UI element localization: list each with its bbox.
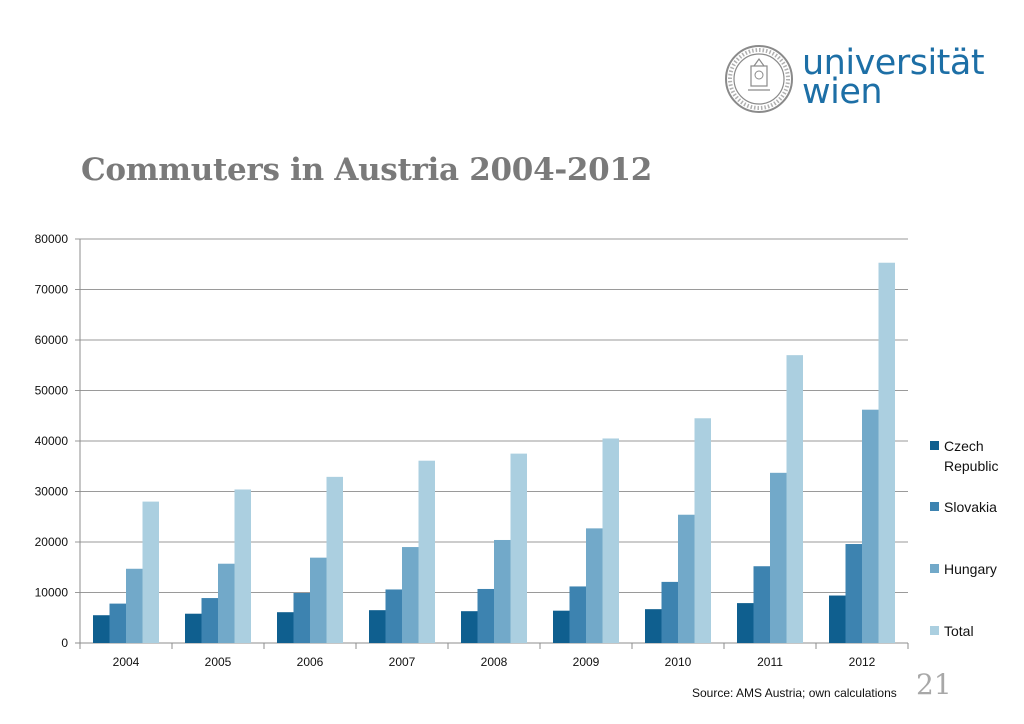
bar-slovakia-2008 xyxy=(477,588,494,643)
bar-czech-republic-2005 xyxy=(185,613,202,643)
page-number: 21 xyxy=(916,668,952,701)
bar-slovakia-2005 xyxy=(201,598,218,643)
x-tick-label: 2005 xyxy=(205,655,232,669)
bar-czech-republic-2009 xyxy=(553,610,570,643)
legend-label: Hungary xyxy=(944,561,997,577)
x-tick-label: 2008 xyxy=(481,655,508,669)
bar-slovakia-2007 xyxy=(385,589,402,643)
bar-total-2009 xyxy=(602,438,619,643)
bar-czech-republic-2007 xyxy=(369,610,386,643)
bar-total-2008 xyxy=(510,453,527,643)
x-tick-label: 2007 xyxy=(389,655,416,669)
bar-slovakia-2009 xyxy=(569,586,586,643)
legend-swatch xyxy=(930,626,939,635)
y-tick-label: 50000 xyxy=(35,384,69,398)
bar-total-2012 xyxy=(878,262,895,643)
bar-total-2007 xyxy=(418,460,435,643)
bar-hungary-2004 xyxy=(126,568,143,643)
y-tick-label: 40000 xyxy=(35,434,69,448)
bar-hungary-2006 xyxy=(310,557,327,643)
legend-label: Total xyxy=(944,623,974,639)
bar-slovakia-2006 xyxy=(293,593,310,643)
university-seal-icon xyxy=(725,45,793,113)
bar-czech-republic-2011 xyxy=(737,603,754,643)
university-logo: universität wien xyxy=(724,42,985,116)
legend-item-slovakia: Slovakia xyxy=(930,497,1020,517)
bar-total-2004 xyxy=(142,501,159,643)
y-tick-label: 80000 xyxy=(35,232,69,246)
axes: 0 10000 20000 30000 40000 50000 60000 70000 8000… xyxy=(35,232,909,669)
bar-hungary-2005 xyxy=(218,563,235,643)
y-tick-label: 70000 xyxy=(35,283,69,297)
bar-slovakia-2010 xyxy=(661,581,678,643)
bar-hungary-2008 xyxy=(494,539,511,643)
logo-line-1: universität xyxy=(802,43,985,83)
legend-item-total: Total xyxy=(930,621,1020,641)
y-tick-label: 30000 xyxy=(35,485,69,499)
logo-line-2: wien xyxy=(802,72,883,112)
x-tick-label: 2009 xyxy=(573,655,600,669)
bar-total-2005 xyxy=(234,489,251,643)
x-tick-label: 2010 xyxy=(665,655,692,669)
bar-czech-republic-2012 xyxy=(829,595,846,643)
bar-slovakia-2011 xyxy=(753,566,770,643)
x-tick-label: 2004 xyxy=(113,655,140,669)
bar-hungary-2011 xyxy=(770,472,787,643)
y-tick-label: 60000 xyxy=(35,333,69,347)
bar-total-2006 xyxy=(326,476,343,643)
bar-total-2011 xyxy=(786,355,803,643)
y-tick-label: 0 xyxy=(61,636,68,650)
legend-label: Slovakia xyxy=(944,499,997,515)
x-tick-label: 2011 xyxy=(757,655,783,669)
legend-swatch xyxy=(930,502,939,511)
source-note: Source: AMS Austria; own calculations xyxy=(692,686,897,700)
bar-czech-republic-2006 xyxy=(277,612,294,643)
bar-hungary-2010 xyxy=(678,514,695,643)
legend-item-hungary: Hungary xyxy=(930,559,1020,579)
bar-slovakia-2012 xyxy=(845,544,862,643)
x-tick-label: 2012 xyxy=(849,655,876,669)
bar-czech-republic-2008 xyxy=(461,611,478,643)
y-tick-label: 10000 xyxy=(35,586,69,600)
bar-hungary-2009 xyxy=(586,528,603,643)
bar-slovakia-2004 xyxy=(109,603,126,643)
legend-swatch xyxy=(930,441,939,450)
legend-item-czech-republic: Czech Republic xyxy=(930,436,1020,476)
page-title: Commuters in Austria 2004-2012 xyxy=(81,152,652,188)
x-tick-label: 2006 xyxy=(297,655,324,669)
bar-hungary-2007 xyxy=(402,547,419,643)
bar-total-2010 xyxy=(694,418,711,643)
bar-hungary-2012 xyxy=(862,409,879,643)
bars xyxy=(93,262,895,643)
bar-czech-republic-2004 xyxy=(93,615,110,643)
bar-czech-republic-2010 xyxy=(645,609,662,643)
legend-label: Czech Republic xyxy=(944,438,999,474)
y-tick-label: 20000 xyxy=(35,535,69,549)
legend-swatch xyxy=(930,564,939,573)
